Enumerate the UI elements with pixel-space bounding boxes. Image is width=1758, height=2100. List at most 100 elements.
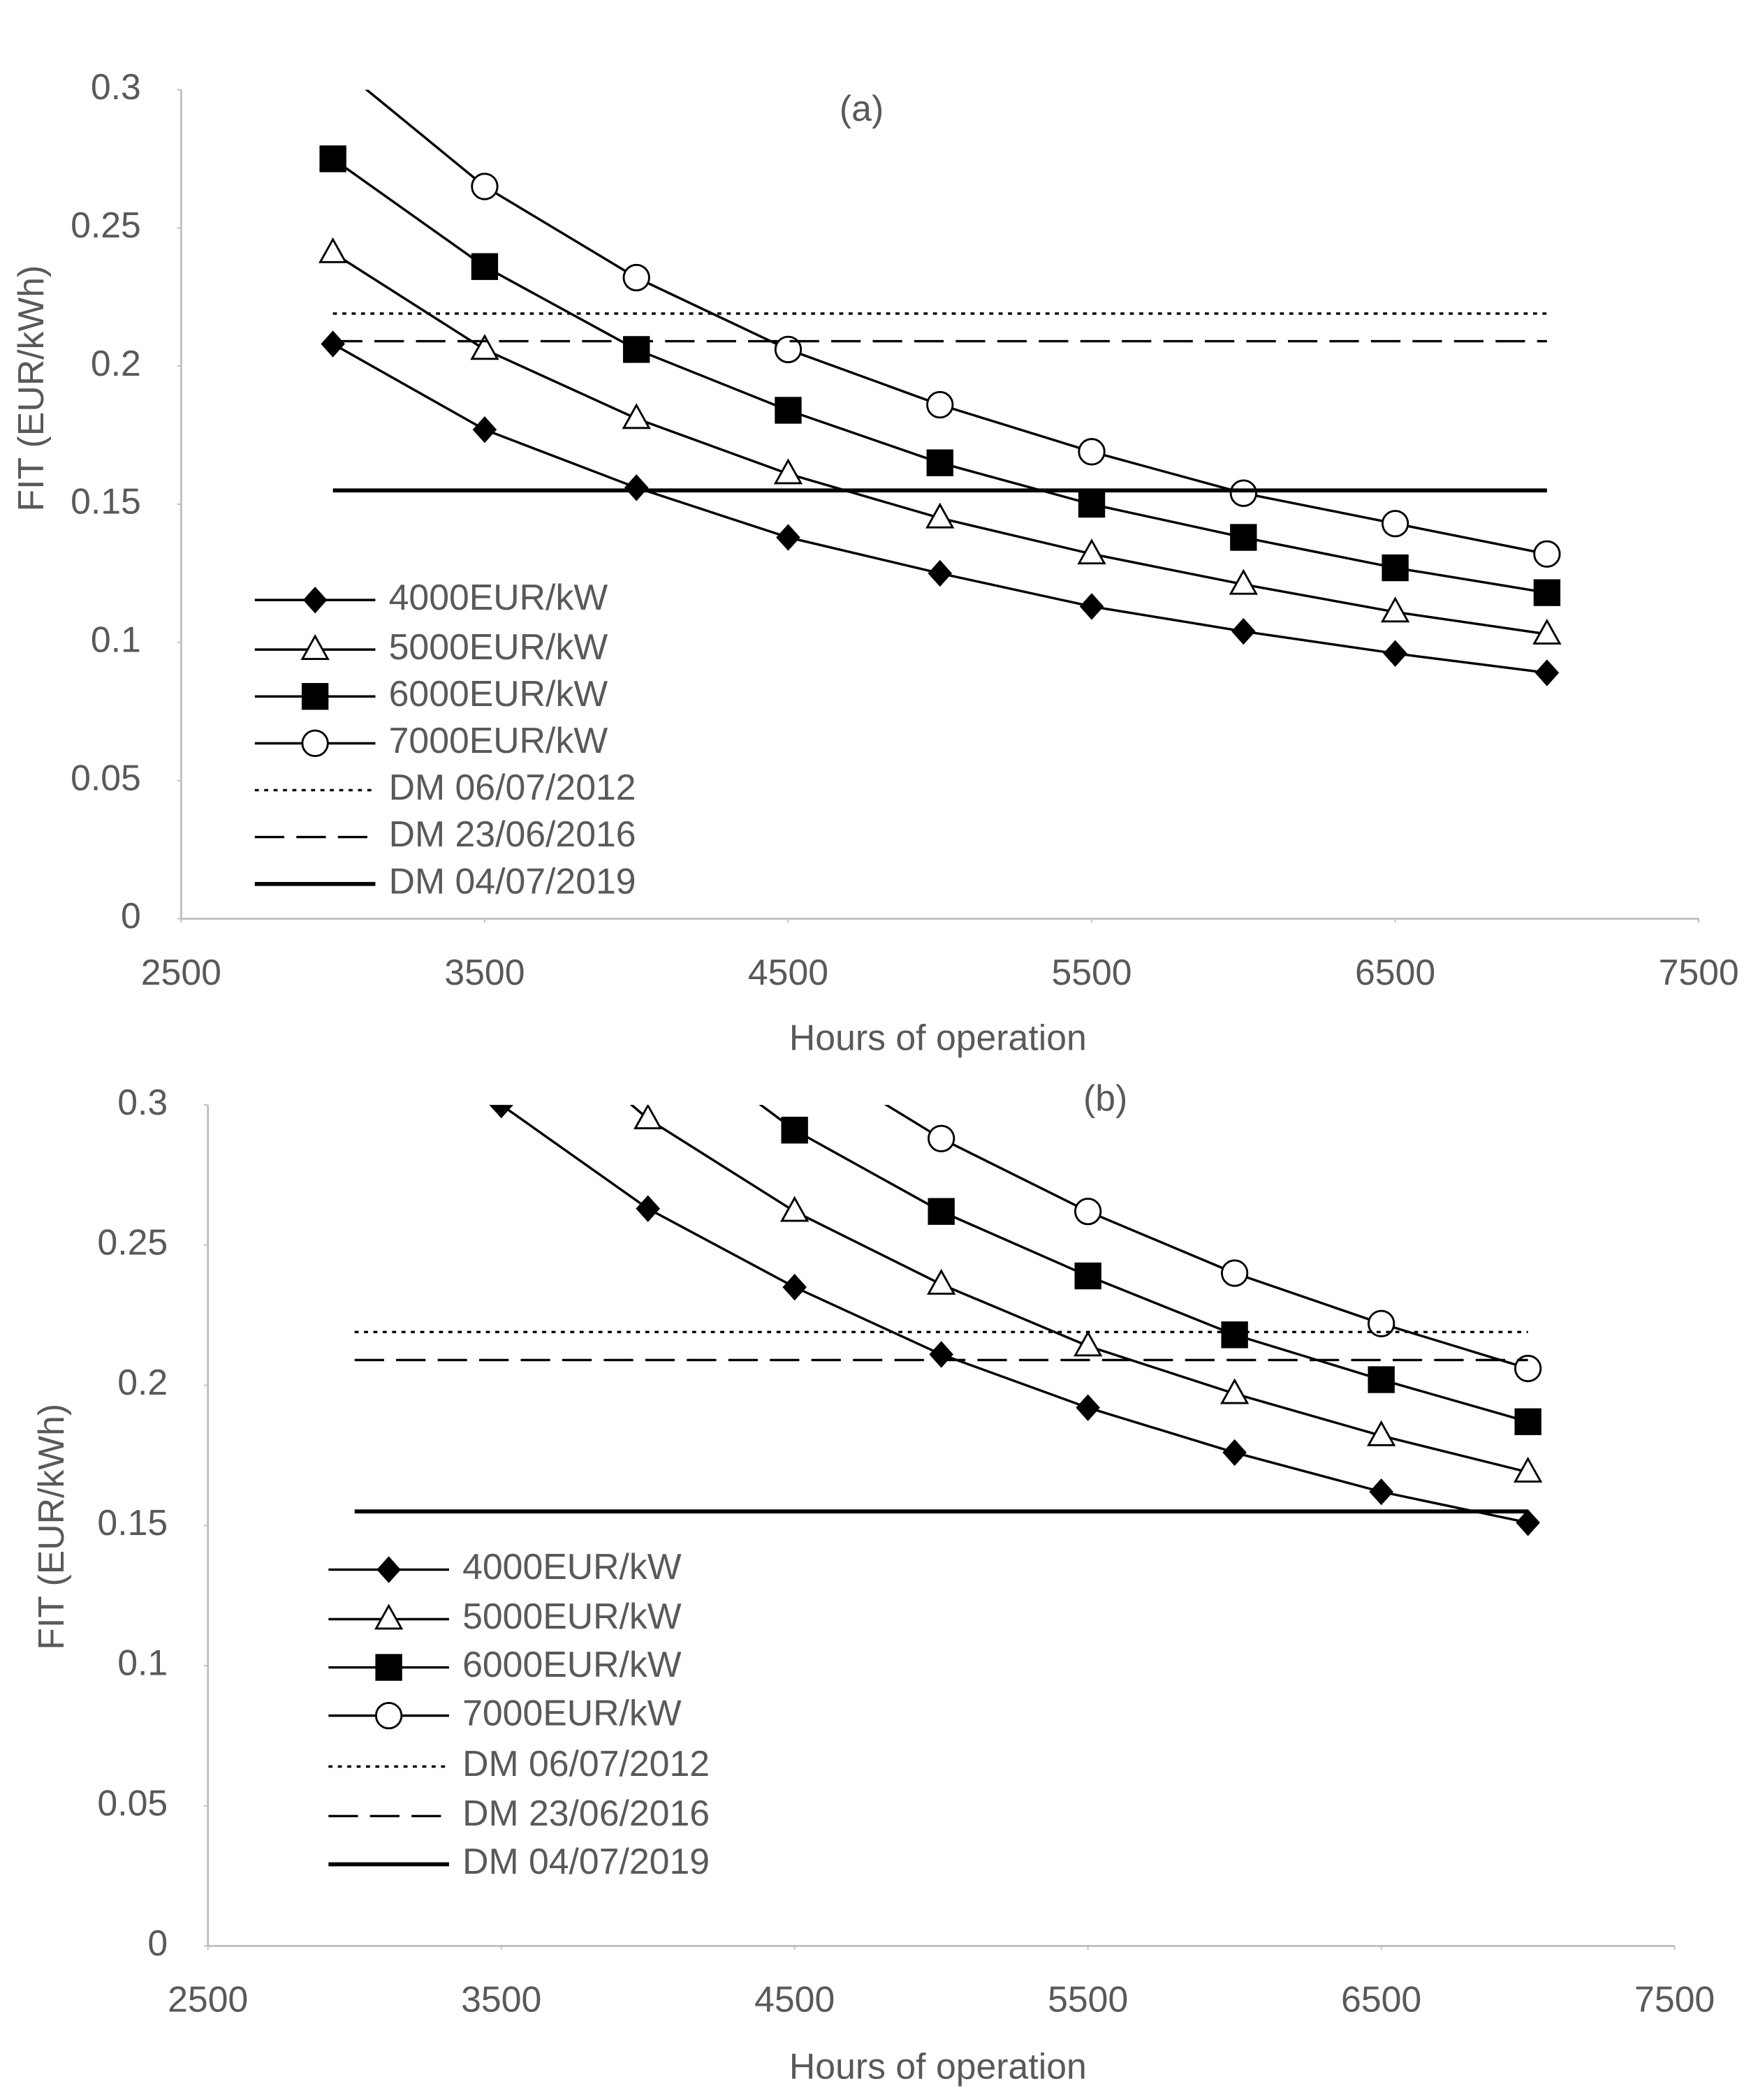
marker xyxy=(1078,490,1106,518)
marker xyxy=(318,237,348,263)
marker xyxy=(929,1341,953,1368)
x-tick-label: 5500 xyxy=(1048,1979,1128,2020)
x-tick-label: 4500 xyxy=(754,1979,835,2020)
x-tick-label: 2500 xyxy=(141,952,221,992)
x-tick-label: 6500 xyxy=(1341,1979,1421,2020)
marker xyxy=(470,334,499,360)
marker xyxy=(1514,1408,1541,1435)
legend-label: 5000EUR/kW xyxy=(462,1596,682,1636)
marker xyxy=(928,1198,955,1225)
marker xyxy=(1532,618,1562,645)
marker xyxy=(471,253,499,280)
y-tick-label: 0.15 xyxy=(97,1502,168,1543)
marker xyxy=(301,683,329,710)
marker xyxy=(1381,510,1409,538)
marker xyxy=(1534,659,1560,686)
marker xyxy=(1074,1198,1102,1226)
y-tick-label: 0.2 xyxy=(91,343,141,383)
x-tick-label: 4500 xyxy=(748,952,828,992)
y-tick-label: 0.25 xyxy=(97,1222,168,1263)
legend-label: 6000EUR/kW xyxy=(462,1644,682,1684)
y-axis-label: FIT (EUR/kWh) xyxy=(31,1404,71,1650)
marker xyxy=(319,145,346,172)
marker xyxy=(1222,1439,1247,1467)
marker xyxy=(374,1603,404,1630)
y-tick-label: 0.1 xyxy=(117,1643,168,1683)
marker xyxy=(1382,554,1409,582)
marker xyxy=(321,330,345,358)
marker xyxy=(1367,1309,1396,1337)
series-line xyxy=(884,1105,1529,1370)
marker xyxy=(471,172,499,200)
legend-label: 4000EUR/kW xyxy=(462,1546,682,1587)
y-tick-label: 0 xyxy=(121,895,141,936)
x-tick-label: 3500 xyxy=(444,952,525,992)
marker xyxy=(1074,1262,1101,1290)
legend-label: 6000EUR/kW xyxy=(389,673,608,714)
marker xyxy=(302,586,328,614)
marker xyxy=(1533,540,1561,568)
marker xyxy=(782,1273,807,1301)
plot-area xyxy=(318,89,1562,686)
marker xyxy=(780,1196,810,1222)
x-tick-label: 2500 xyxy=(168,1979,248,2020)
marker xyxy=(472,416,497,443)
marker xyxy=(928,559,953,587)
x-tick-label: 5500 xyxy=(1051,952,1131,992)
marker xyxy=(1369,1478,1393,1506)
y-tick-label: 0.3 xyxy=(117,1082,168,1122)
y-tick-label: 0.25 xyxy=(71,205,141,245)
series-line xyxy=(629,1105,1529,1474)
marker xyxy=(1383,640,1407,667)
x-tick-label: 7500 xyxy=(1634,1979,1715,2020)
marker xyxy=(1078,438,1106,466)
marker xyxy=(1219,1378,1250,1404)
chart-title: (a) xyxy=(840,88,884,129)
plot-area xyxy=(354,1105,1543,1536)
marker xyxy=(927,1268,956,1295)
legend-label: DM 23/06/2016 xyxy=(389,814,636,854)
marker xyxy=(300,633,330,660)
marker xyxy=(1368,1366,1395,1393)
series-line xyxy=(500,1105,1528,1524)
legend-label: DM 04/07/2019 xyxy=(462,1841,710,1881)
marker xyxy=(1077,538,1106,565)
legend-label: DM 23/06/2016 xyxy=(462,1793,710,1833)
marker xyxy=(1079,593,1104,620)
marker xyxy=(774,335,803,364)
chart: 0 0.05 0.1 0.15 0.2 0.25 0.3 2500 3500 4500 5500 65… xyxy=(31,1078,1715,2087)
x-axis-label: Hours of operation xyxy=(789,2046,1087,2087)
marker xyxy=(781,1117,808,1144)
marker xyxy=(375,1654,402,1681)
legend-label: DM 06/07/2012 xyxy=(389,767,636,807)
marker xyxy=(489,1105,513,1119)
x-tick-label: 3500 xyxy=(461,1979,541,2020)
y-axis-label: FIT (EUR/kWh) xyxy=(10,265,51,512)
y-tick-label: 0.1 xyxy=(91,619,141,660)
marker xyxy=(622,263,650,292)
legend-label: 7000EUR/kW xyxy=(462,1692,682,1733)
marker xyxy=(301,729,329,757)
marker xyxy=(926,449,953,476)
x-tick-label: 7500 xyxy=(1659,952,1739,992)
y-tick-label: 0.05 xyxy=(71,757,141,798)
y-tick-label: 0.05 xyxy=(97,1782,168,1823)
marker xyxy=(1221,1321,1248,1349)
legend-label: 7000EUR/kW xyxy=(389,720,608,761)
x-tick-label: 6500 xyxy=(1355,952,1435,992)
legend-label: DM 06/07/2012 xyxy=(462,1743,710,1784)
marker xyxy=(928,1124,955,1152)
marker xyxy=(624,474,649,501)
y-tick-label: 0 xyxy=(147,1923,168,1963)
chart: 0 0.05 0.1 0.15 0.2 0.25 0.3 2500 3500 4500 5500 65… xyxy=(10,66,1739,1058)
marker xyxy=(633,1105,663,1130)
marker xyxy=(1533,579,1561,606)
marker xyxy=(1076,1394,1100,1421)
marker xyxy=(1229,568,1258,595)
marker xyxy=(374,1701,403,1730)
marker xyxy=(376,1556,401,1583)
marker xyxy=(773,458,803,485)
marker xyxy=(1366,1420,1396,1446)
legend-label: 4000EUR/kW xyxy=(389,577,608,617)
